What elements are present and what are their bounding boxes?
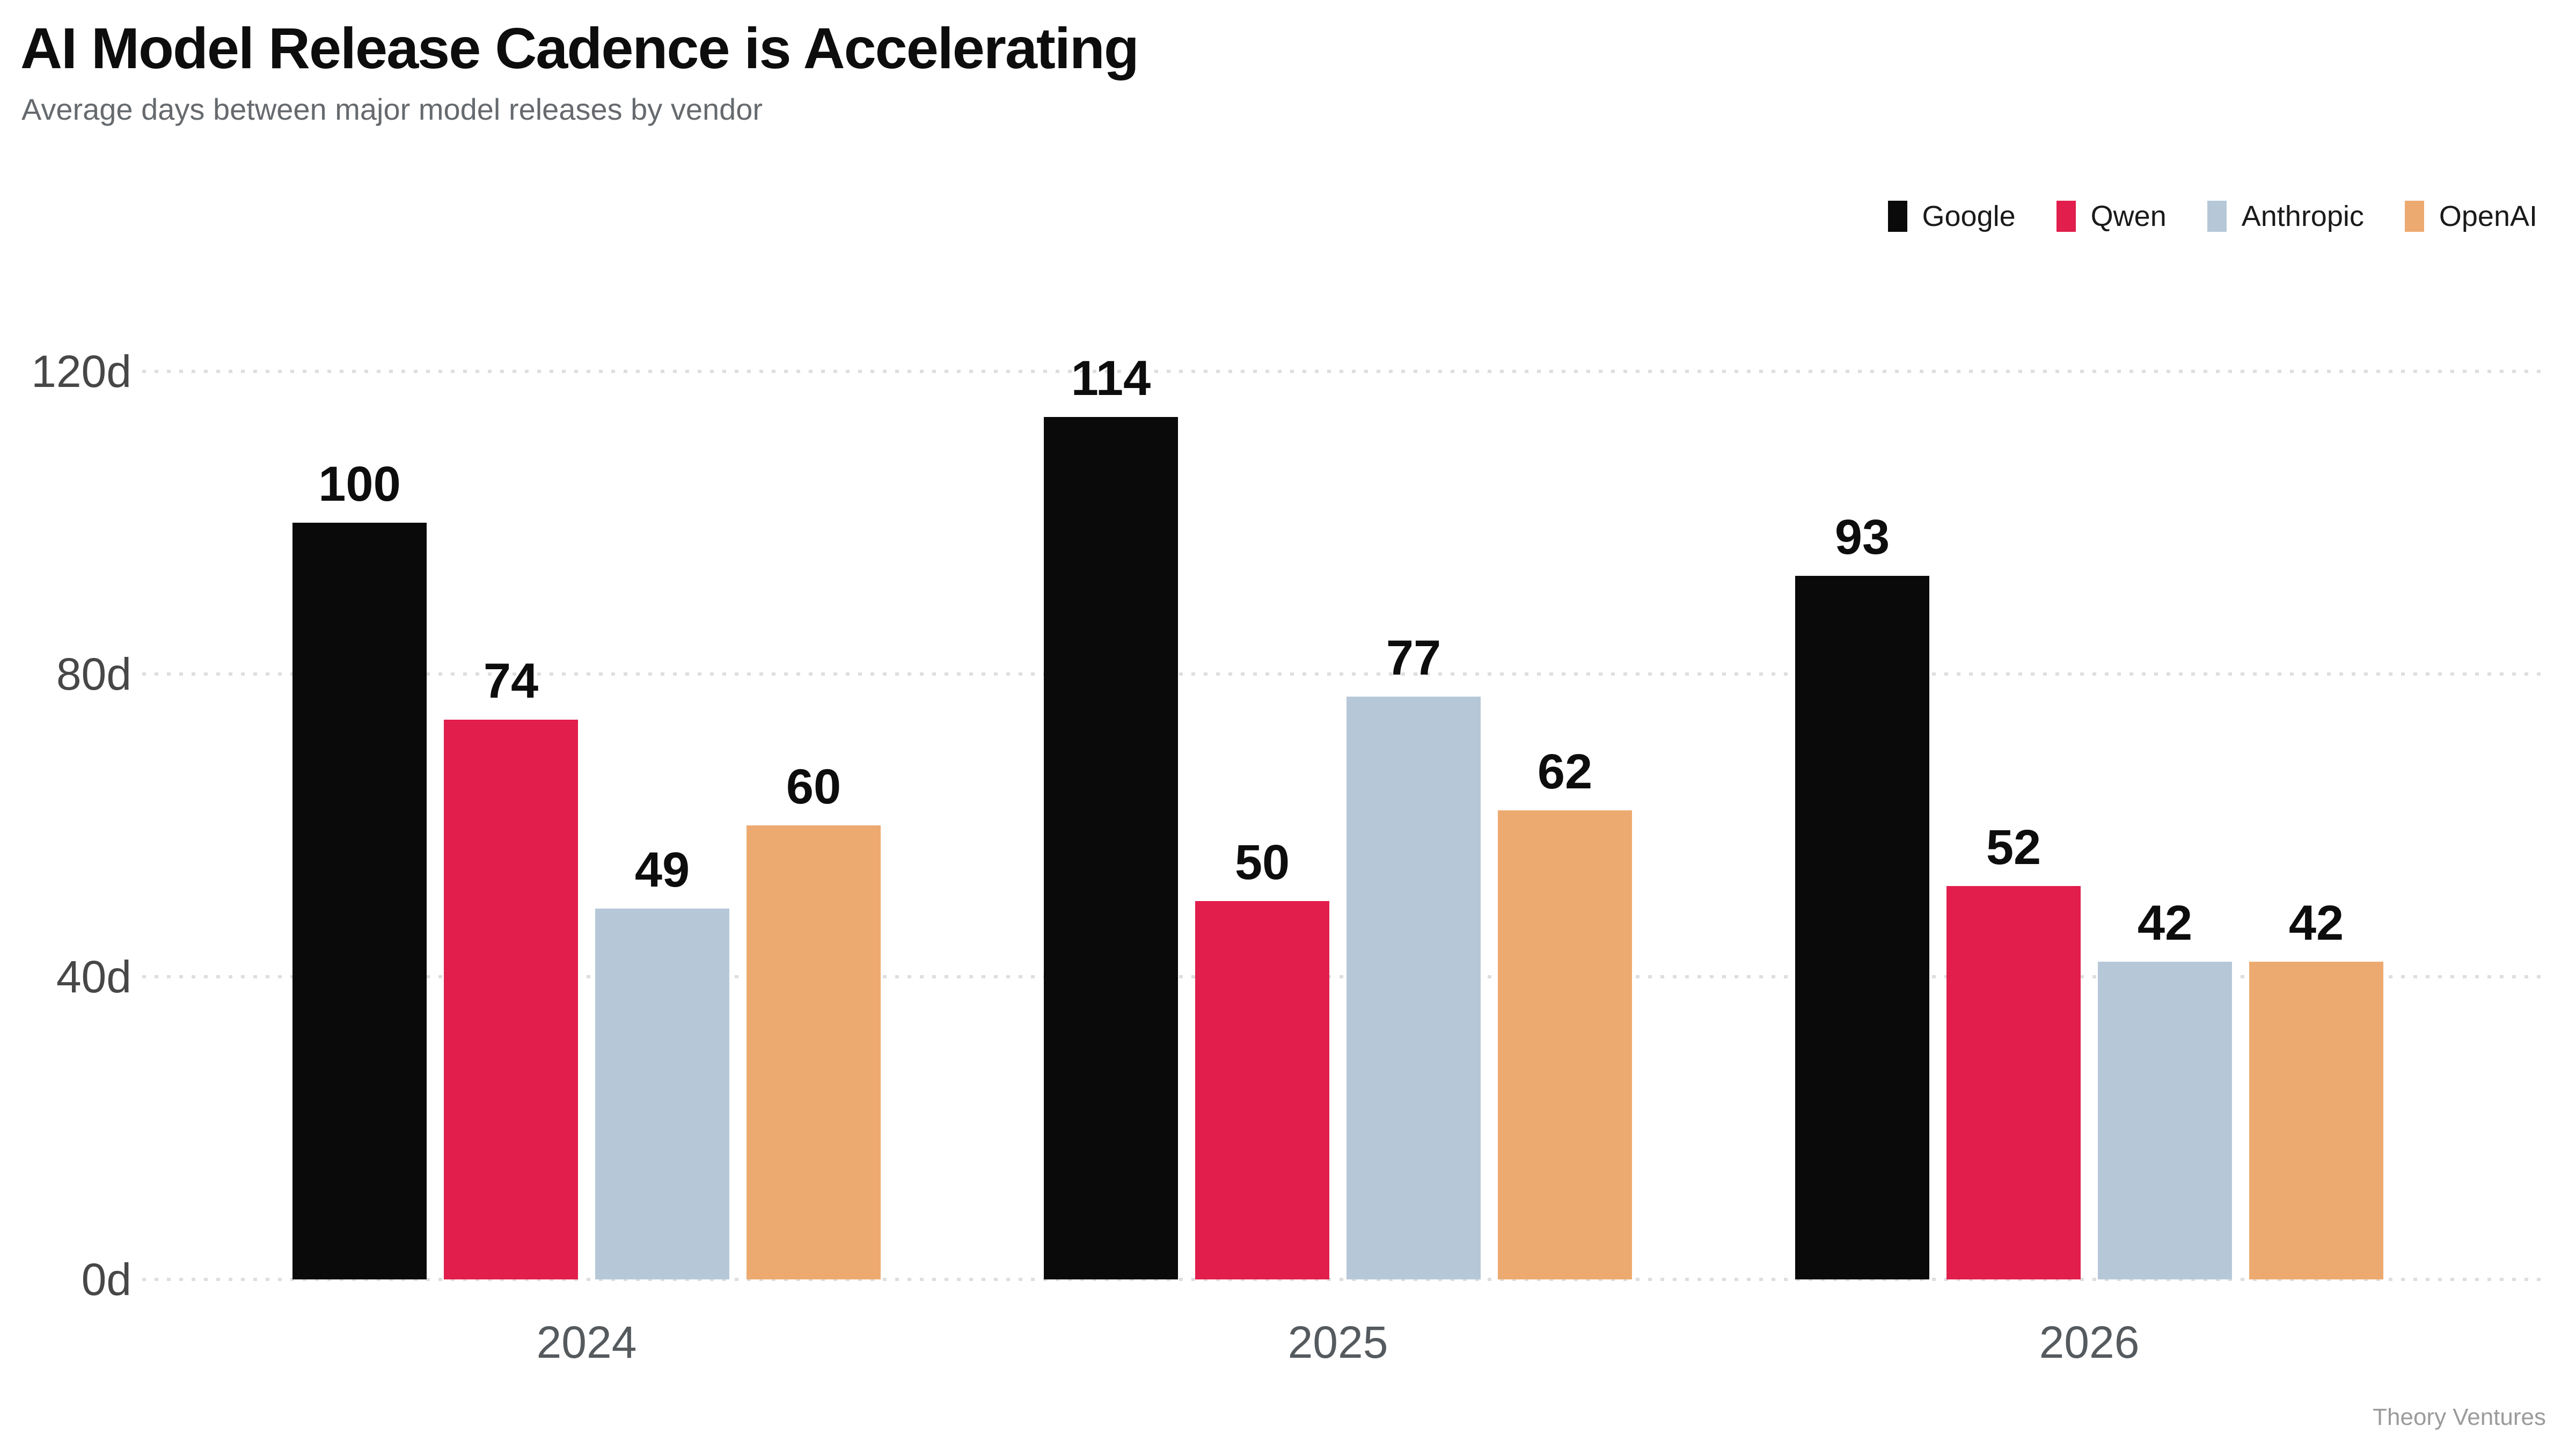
- legend: Google Qwen Anthropic OpenAI: [1887, 200, 2537, 233]
- legend-item-openai: OpenAI: [2404, 200, 2537, 233]
- legend-item-google: Google: [1887, 200, 2016, 233]
- chart-subtitle: Average days between major model release…: [21, 92, 763, 127]
- bar-qwen-2024: [444, 720, 578, 1279]
- gridline-0: [142, 1278, 2549, 1281]
- bar-cell-openai-2026: 42: [2249, 898, 2383, 1279]
- gridline-40: [142, 975, 2549, 978]
- bar-group-2025: 114 50 77 62: [1044, 354, 1632, 1279]
- bar-openai-2026: [2249, 962, 2383, 1279]
- legend-label: Google: [1922, 200, 2016, 232]
- bar-value-label: 49: [634, 843, 690, 897]
- x-axis-label-2025: 2025: [1287, 1317, 1388, 1367]
- bar-value-label: 60: [786, 759, 841, 814]
- legend-swatch-icon: [2056, 201, 2076, 232]
- bar-value-label: 52: [1986, 820, 2041, 875]
- x-axis-label-2026: 2026: [2039, 1317, 2140, 1367]
- bar-value-label: 42: [2137, 896, 2193, 950]
- bar-cell-openai-2024: 60: [747, 762, 881, 1279]
- bar-value-label: 50: [1234, 835, 1290, 890]
- bar-cell-google-2026: 93: [1795, 513, 1929, 1279]
- bar-anthropic-2024: [595, 909, 729, 1279]
- bar-qwen-2025: [1195, 901, 1329, 1279]
- legend-item-qwen: Qwen: [2056, 200, 2167, 233]
- legend-swatch-icon: [2207, 201, 2227, 232]
- chart-title: AI Model Release Cadence is Accelerating: [20, 16, 1139, 80]
- legend-swatch-icon: [2404, 201, 2424, 232]
- gridline-80: [142, 672, 2549, 676]
- bar-cell-anthropic-2025: 77: [1346, 633, 1481, 1279]
- y-axis-tick-80: 80d: [56, 649, 131, 699]
- bar-openai-2025: [1498, 810, 1632, 1279]
- chart-header: AI Model Release Cadence is Accelerating…: [20, 15, 1139, 127]
- bar-cell-google-2025: 114: [1044, 354, 1178, 1279]
- bar-value-label: 62: [1537, 744, 1593, 799]
- bar-anthropic-2025: [1346, 697, 1481, 1279]
- bar-cell-google-2024: 100: [292, 459, 427, 1279]
- bar-qwen-2026: [1946, 886, 2081, 1279]
- y-axis-tick-0: 0d: [81, 1254, 131, 1305]
- bar-openai-2024: [747, 825, 881, 1279]
- footer-credit: Theory Ventures: [2373, 1404, 2546, 1430]
- y-axis-tick-40: 40d: [56, 952, 131, 1002]
- bar-cell-qwen-2024: 74: [444, 656, 578, 1279]
- x-axis-label-2024: 2024: [536, 1317, 637, 1367]
- bar-google-2024: [292, 523, 427, 1279]
- bar-group-2026: 93 52 42 42: [1795, 513, 2383, 1279]
- bar-group-2024: 100 74 49 60: [292, 459, 881, 1279]
- bar-google-2025: [1044, 417, 1178, 1279]
- legend-label: OpenAI: [2439, 200, 2537, 232]
- bar-value-label: 42: [2288, 896, 2344, 950]
- legend-label: Qwen: [2090, 200, 2167, 232]
- legend-item-anthropic: Anthropic: [2207, 200, 2364, 233]
- bar-value-label: 74: [483, 654, 539, 708]
- bar-value-label: 77: [1386, 631, 1441, 685]
- y-axis-tick-120: 120d: [31, 346, 131, 397]
- bar-anthropic-2026: [2098, 962, 2232, 1279]
- bar-value-label: 100: [318, 457, 401, 511]
- bar-cell-anthropic-2024: 49: [595, 845, 729, 1279]
- bar-value-label: 93: [1834, 510, 1890, 565]
- bar-cell-qwen-2025: 50: [1195, 838, 1329, 1279]
- legend-label: Anthropic: [2241, 200, 2364, 232]
- bar-google-2026: [1795, 576, 1929, 1279]
- gridline-120: [142, 370, 2549, 373]
- legend-swatch-icon: [1887, 201, 1907, 232]
- bar-cell-anthropic-2026: 42: [2098, 898, 2232, 1279]
- bar-cell-openai-2025: 62: [1498, 747, 1632, 1279]
- bar-value-label: 114: [1071, 351, 1151, 406]
- bar-cell-qwen-2026: 52: [1946, 823, 2081, 1279]
